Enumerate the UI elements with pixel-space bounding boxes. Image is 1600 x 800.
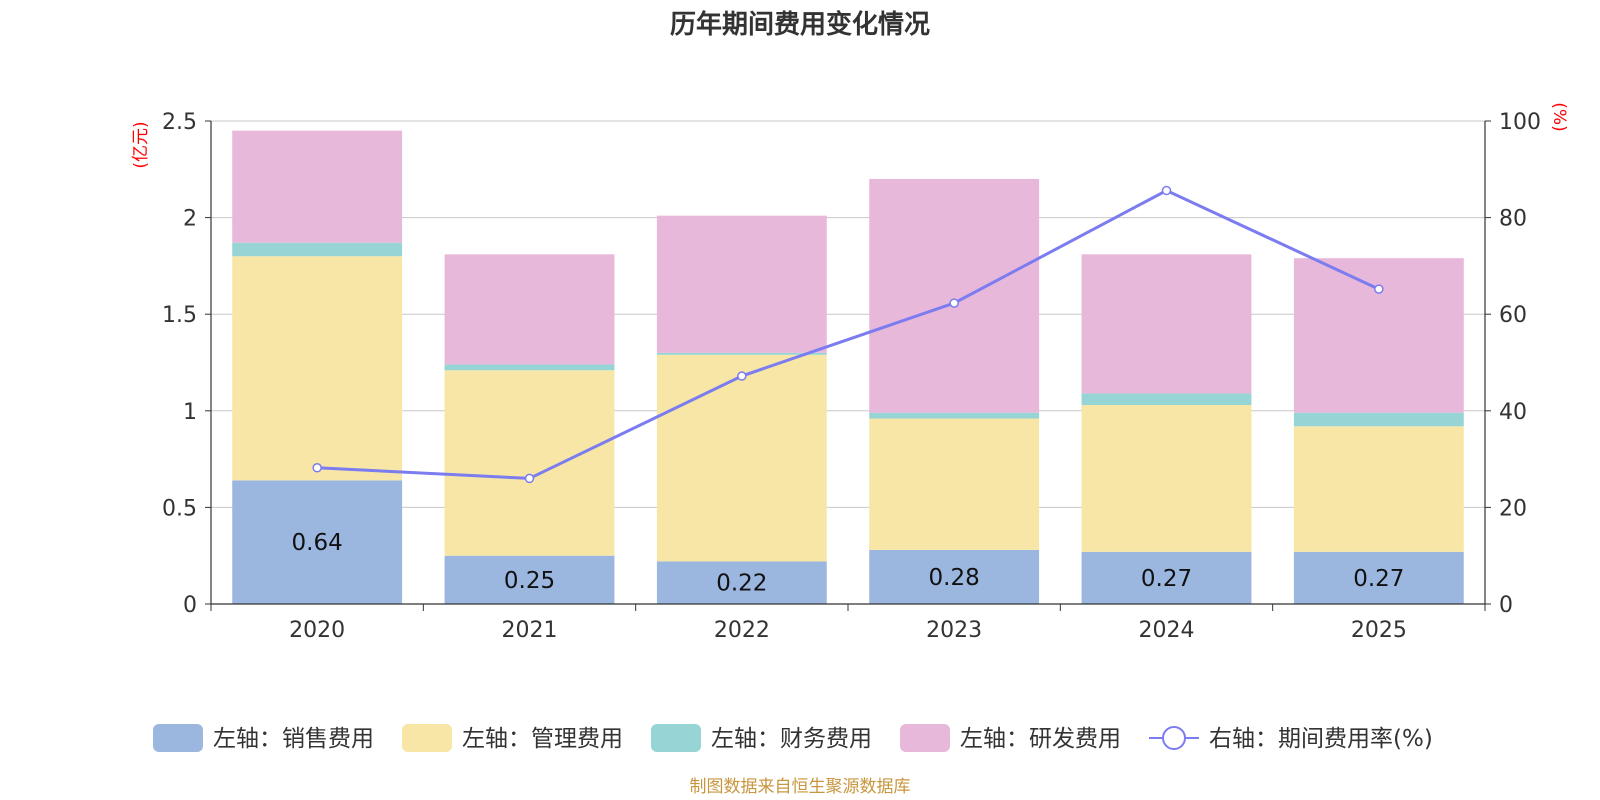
- x-axis-tick-label: 2021: [502, 618, 558, 643]
- data-labels: 0.64 0.25 0.22 0.28 0.27 0.27: [292, 530, 1405, 597]
- rate-point: [312, 463, 322, 473]
- bar-segment-2: [444, 364, 615, 371]
- bar-segment-0: [1293, 551, 1464, 604]
- rate-point: [949, 298, 959, 308]
- legend-label: 左轴：销售费用: [213, 726, 374, 752]
- legend-label: 左轴：研发费用: [960, 726, 1121, 752]
- bar-segment-2: [1293, 412, 1464, 427]
- bar-segment-3: [1081, 254, 1252, 394]
- left-axis-tick-label: 2.5: [162, 110, 197, 135]
- left-axis-unit: (亿元): [131, 121, 151, 168]
- x-axis-tick-label: 2024: [1139, 618, 1195, 643]
- x-axis-tick-label: 2020: [289, 618, 345, 643]
- bar-data-label: 0.22: [716, 571, 767, 597]
- bar-segment-1: [1081, 405, 1252, 552]
- legend-label: 右轴：期间费用率(%): [1209, 726, 1433, 752]
- legend-swatch: [651, 724, 701, 752]
- rate-point: [737, 371, 747, 381]
- right-axis-tick-label: 80: [1499, 207, 1527, 232]
- bar-data-label: 0.28: [929, 565, 980, 591]
- legend-swatch: [402, 724, 452, 752]
- chart-title: 历年期间费用变化情况: [670, 9, 930, 40]
- right-axis-tick-label: 40: [1499, 400, 1527, 425]
- grid-lines: [211, 120, 1485, 508]
- right-axis-unit: (%): [1549, 102, 1569, 131]
- bar-segment-2: [232, 242, 403, 257]
- rate-point: [1161, 185, 1172, 196]
- bar-segment-3: [656, 215, 827, 353]
- line-layer: [312, 185, 1384, 484]
- left-axis-tick-label: 0.5: [162, 496, 197, 521]
- x-axis-tick-label: 2023: [926, 618, 982, 643]
- bar-segment-1: [656, 354, 827, 562]
- legend-marker: [1162, 726, 1186, 750]
- bar-segment-2: [869, 412, 1040, 419]
- x-axis-tick-label: 2022: [714, 618, 770, 643]
- left-axis-tick-label: 1.5: [162, 303, 197, 328]
- bar-segment-0: [1081, 551, 1252, 604]
- axes: 0 0.5 1 1.5 2 2.5 0 20 40 60 80 100 2020 2021 2022 2023…: [162, 110, 1541, 643]
- rate-point: [524, 473, 535, 484]
- bar-segment-1: [1293, 426, 1464, 552]
- bar-segment-0: [444, 555, 615, 604]
- bar-segment-1: [869, 418, 1040, 550]
- right-axis-tick-label: 0: [1499, 593, 1513, 618]
- bar-segment-1: [232, 256, 403, 481]
- bar-layer: [232, 130, 1464, 604]
- legend-swatch: [900, 724, 950, 752]
- right-axis-tick-label: 20: [1499, 496, 1527, 521]
- legend-label: 左轴：管理费用: [462, 726, 623, 752]
- legend-swatch: [153, 724, 203, 752]
- legend: 左轴：销售费用 左轴：管理费用 左轴：财务费用 左轴：研发费用 右轴：期间费用率(%): [153, 724, 1433, 752]
- rate-point: [1374, 284, 1384, 294]
- legend-label: 左轴：财务费用: [711, 726, 872, 752]
- source-note: 制图数据来自恒生聚源数据库: [690, 777, 911, 797]
- bar-segment-3: [444, 254, 615, 365]
- bar-segment-0: [232, 480, 403, 604]
- bar-data-label: 0.27: [1141, 566, 1192, 592]
- bar-segment-3: [869, 178, 1040, 413]
- bar-segment-2: [656, 352, 827, 355]
- left-axis-tick-label: 1: [183, 400, 197, 425]
- left-axis-tick-label: 0: [183, 593, 197, 618]
- bar-segment-3: [232, 130, 403, 243]
- bar-segment-2: [1081, 393, 1252, 406]
- x-axis-tick-label: 2025: [1351, 618, 1407, 643]
- right-axis-tick-label: 60: [1499, 303, 1527, 328]
- bar-segment-3: [1293, 258, 1464, 413]
- bar-segment-0: [656, 561, 827, 604]
- bar-data-label: 0.27: [1353, 566, 1404, 592]
- right-axis-tick-label: 100: [1499, 110, 1541, 135]
- left-axis-tick-label: 2: [183, 207, 197, 232]
- bar-segment-0: [869, 549, 1040, 604]
- bar-data-label: 0.25: [504, 568, 555, 594]
- rate-line: [317, 188, 1380, 480]
- bar-data-label: 0.64: [292, 530, 343, 556]
- bar-segment-1: [444, 370, 615, 556]
